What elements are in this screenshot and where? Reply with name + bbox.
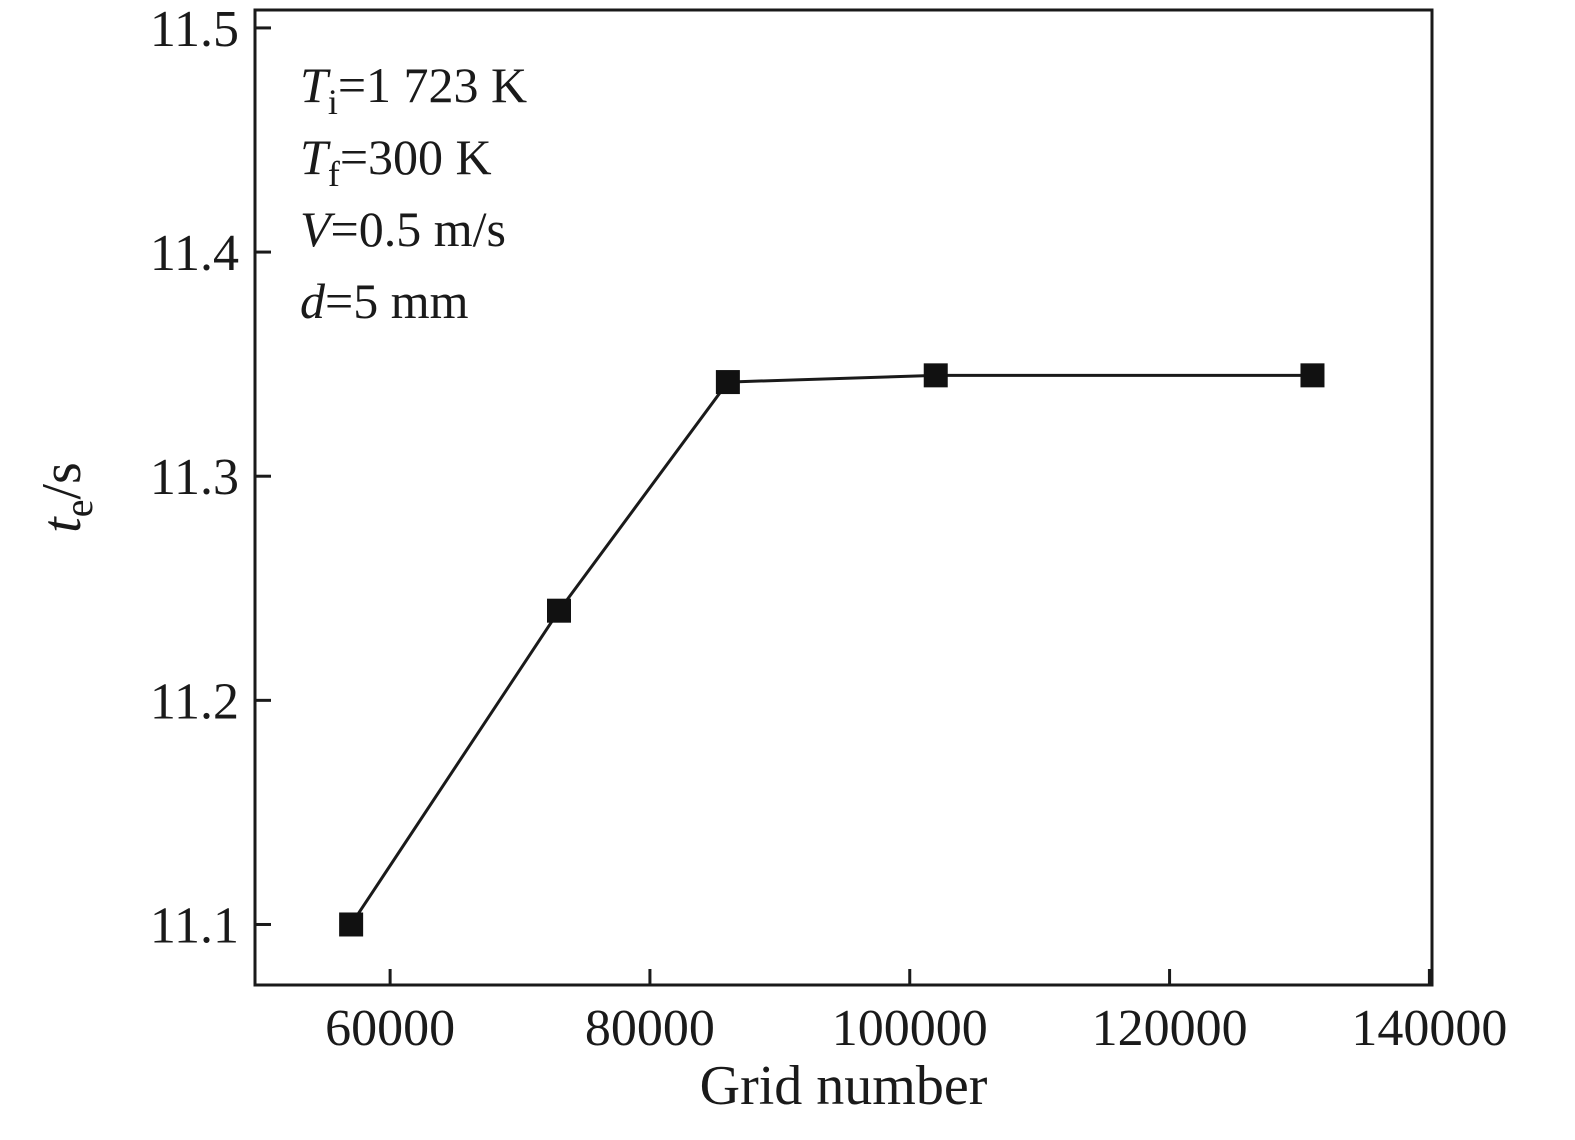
data-point-marker: [339, 912, 364, 937]
annotation-line: d=5 mm: [300, 273, 469, 329]
axes-frame: [253, 8, 1434, 987]
x-tick-label: 60000: [325, 1000, 455, 1057]
annotation-line: V=0.5 m/s: [300, 201, 506, 257]
x-tick-label: 140000: [1351, 1000, 1507, 1057]
y-axis-label: te/s: [31, 462, 101, 533]
data-point-marker: [546, 598, 571, 623]
data-point-marker: [1300, 363, 1325, 388]
y-tick-label: 11.5: [150, 1, 239, 58]
x-axis-label: Grid number: [700, 1055, 988, 1117]
y-tick-label: 11.3: [150, 449, 239, 506]
y-tick-label: 11.2: [150, 673, 239, 730]
y-tick-label: 11.1: [150, 897, 239, 954]
data-point-marker: [923, 363, 948, 388]
y-tick-label: 11.4: [150, 225, 239, 282]
annotation-line: Tf=300 K: [300, 129, 492, 194]
annotation-line: Ti=1 723 K: [300, 57, 527, 122]
data-point-marker: [715, 370, 740, 395]
x-tick-label: 120000: [1092, 1000, 1248, 1057]
x-tick-label: 100000: [832, 1000, 988, 1057]
x-tick-label: 80000: [585, 1000, 715, 1057]
